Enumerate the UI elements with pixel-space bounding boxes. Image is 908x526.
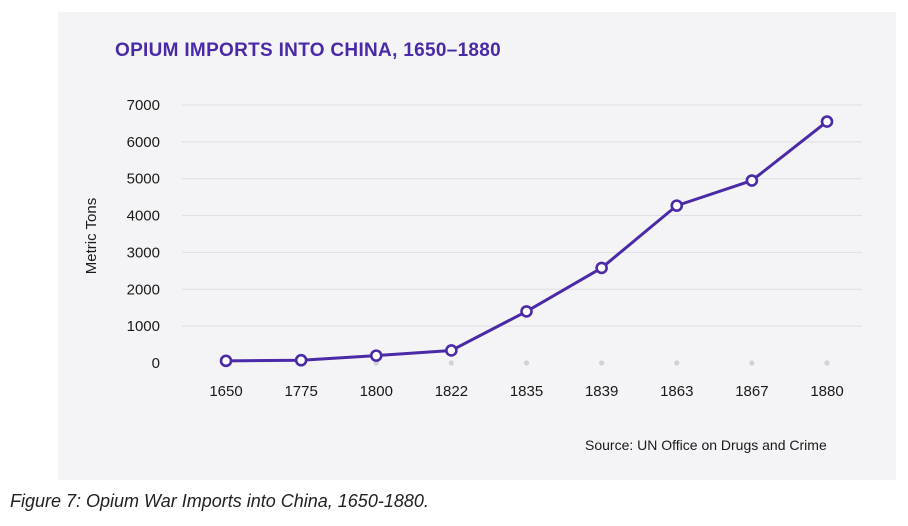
- x-tick-label: 1867: [735, 383, 768, 400]
- series-line: [219, 115, 834, 368]
- baseline-dot: [824, 360, 830, 366]
- x-axis-ticks: 1650 1775 1800 1822 1835 1839 1863 1867 1880: [209, 383, 843, 400]
- y-axis-ticks: 0 1000 2000 3000 4000 5000 6000 7000: [127, 97, 160, 372]
- y-tick-label: 5000: [127, 171, 160, 188]
- baseline-dots: [223, 360, 830, 366]
- data-point: [445, 344, 458, 357]
- baseline-dot: [599, 360, 605, 366]
- y-tick-label: 1000: [127, 318, 160, 335]
- x-tick-label: 1650: [209, 383, 242, 400]
- x-tick-label: 1835: [510, 383, 543, 400]
- x-tick-label: 1775: [284, 383, 317, 400]
- baseline-dot: [448, 360, 454, 366]
- gridlines: [182, 104, 862, 327]
- data-point: [745, 174, 759, 187]
- x-tick-label: 1863: [660, 383, 693, 400]
- data-point: [520, 305, 533, 318]
- baseline-dot: [749, 360, 755, 366]
- chart-title: OPIUM IMPORTS INTO CHINA, 1650–1880: [115, 40, 502, 61]
- x-tick-label: 1880: [810, 383, 843, 400]
- data-point: [670, 199, 684, 212]
- chart-panel: [58, 12, 896, 480]
- data-point: [294, 353, 308, 367]
- x-tick-label: 1800: [360, 383, 393, 400]
- baseline-dot: [523, 360, 530, 366]
- data-point: [219, 354, 233, 368]
- y-tick-label: 0: [152, 355, 160, 372]
- figure-caption: Figure 7: Opium War Imports into China, …: [10, 491, 429, 511]
- y-axis-label: Metric Tons: [83, 198, 100, 274]
- data-point: [595, 261, 608, 275]
- y-tick-label: 2000: [127, 281, 160, 298]
- data-point: [820, 115, 834, 128]
- baseline-dot: [674, 360, 680, 366]
- series-line-path: [224, 120, 829, 363]
- y-tick-label: 4000: [127, 208, 160, 225]
- y-tick-label: 6000: [127, 134, 160, 151]
- source-note: Source: UN Office on Drugs and Crime: [585, 437, 827, 453]
- y-tick-label: 7000: [127, 97, 160, 114]
- data-point: [369, 349, 383, 362]
- x-tick-label: 1822: [435, 383, 468, 400]
- x-tick-label: 1839: [585, 383, 618, 400]
- y-tick-label: 3000: [127, 244, 160, 261]
